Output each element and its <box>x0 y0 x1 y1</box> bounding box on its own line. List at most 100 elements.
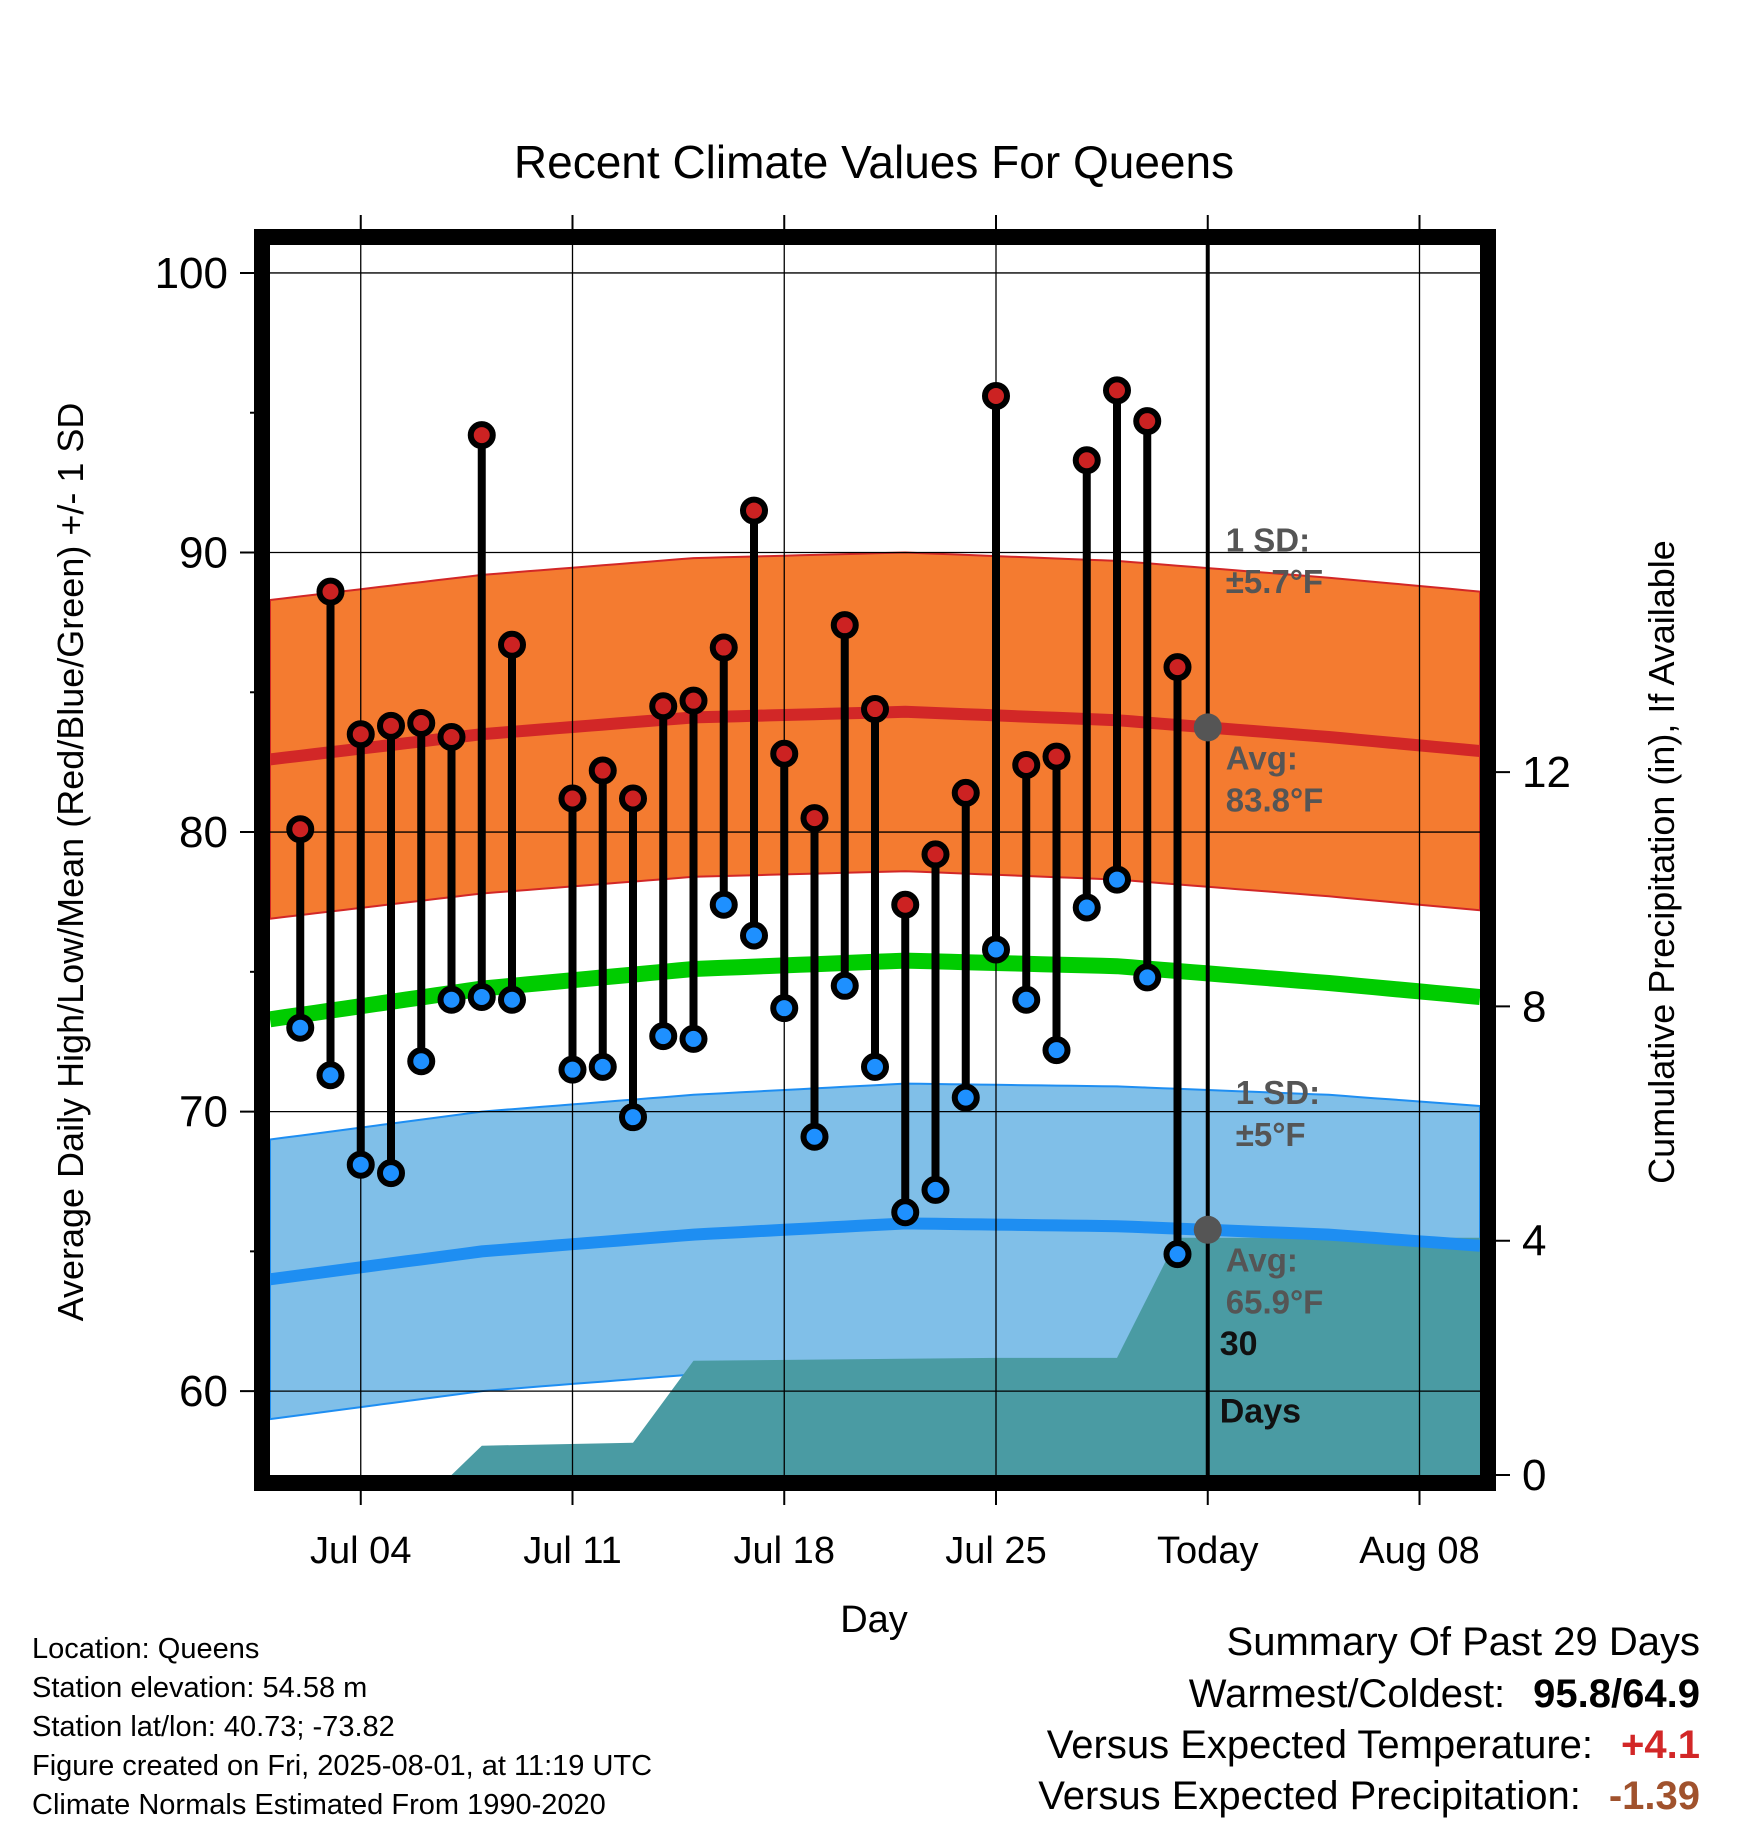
daily-high-point <box>770 739 799 768</box>
daily-low-point <box>619 1103 647 1132</box>
y-tick-label: 90 <box>179 529 228 578</box>
daily-high-point <box>709 633 738 662</box>
daily-low-point <box>982 935 1010 964</box>
daily-low-point <box>558 1055 587 1084</box>
daily-low-point <box>921 1175 950 1204</box>
daily-high-point <box>740 496 768 525</box>
normals-text: Climate Normals Estimated From 1990-2020 <box>32 1789 606 1821</box>
y2-tick-label: 8 <box>1522 982 1546 1031</box>
summary-temp: Versus Expected Temperature: +4.1 <box>1047 1723 1700 1768</box>
low-sd-value: ±5°F <box>1236 1116 1306 1153</box>
precip-days-label: Days <box>1220 1393 1301 1431</box>
high-sd-value: ±5.7°F <box>1226 563 1323 600</box>
warm-cold-value: 95.8/64.9 <box>1533 1672 1700 1716</box>
daily-low-point <box>467 982 496 1011</box>
daily-high-point <box>407 709 436 738</box>
daily-low-point <box>588 1052 617 1081</box>
elevation-text: Station elevation: 54.58 m <box>32 1672 368 1704</box>
x-tick-label: Aug 08 <box>1359 1530 1479 1572</box>
daily-high-point <box>1072 446 1101 475</box>
y-tick-label: 70 <box>179 1088 228 1137</box>
daily-low-point <box>1163 1240 1192 1269</box>
daily-low-point <box>1012 985 1041 1014</box>
daily-low-point <box>346 1150 375 1179</box>
today-avg-high-point <box>1193 713 1222 742</box>
created-text: Figure created on Fri, 2025-08-01, at 11… <box>32 1750 653 1782</box>
daily-low-point <box>1042 1036 1071 1065</box>
low-avg-value: 65.9°F <box>1226 1284 1324 1321</box>
summary-title: Summary Of Past 29 Days <box>1226 1620 1700 1664</box>
y2-tick-label: 12 <box>1522 748 1571 797</box>
daily-high-point <box>861 695 889 724</box>
daily-low-point <box>1103 865 1131 894</box>
avg-low-line <box>270 1217 1480 1286</box>
warm-cold-label: Warmest/Coldest: <box>1188 1672 1506 1716</box>
daily-high-point <box>921 840 950 869</box>
daily-high-point <box>1042 742 1071 771</box>
daily-high-point <box>286 815 315 844</box>
axes: 60 70 80 90 100 0 4 8 12 Jul 04 Jul 11 Jul 18 Jul 25… <box>155 215 1571 1572</box>
location-text: Location: Queens <box>32 1633 260 1665</box>
x-tick-label: Jul 25 <box>945 1530 1046 1572</box>
x-tick-label: Jul 11 <box>523 1530 622 1572</box>
y-tick-label: 80 <box>179 808 228 857</box>
daily-low-point <box>951 1083 980 1112</box>
daily-low-point <box>649 1022 678 1051</box>
daily-high-point <box>437 723 466 751</box>
latlon-text: Station lat/lon: 40.73; -73.82 <box>32 1711 395 1743</box>
daily-high-point <box>679 686 708 715</box>
daily-high-point <box>830 611 859 640</box>
daily-low-point <box>861 1052 889 1081</box>
daily-high-point <box>619 784 647 813</box>
plot-content: 1 SD: ±5.7°F Avg: 83.8°F 1 SD: ±5°F Avg: 65.9°F… <box>270 245 1480 1475</box>
daily-low-point <box>498 985 526 1014</box>
temp-value: +4.1 <box>1621 1723 1700 1767</box>
temp-label: Versus Expected Temperature: <box>1046 1723 1594 1767</box>
daily-low-point <box>709 890 738 919</box>
daily-high-point <box>649 692 678 721</box>
daily-high-point <box>498 630 526 659</box>
y-axis-label-right: Cumulative Precipitation (in), If Availa… <box>1641 540 1682 1184</box>
today-avg-low-point <box>1193 1215 1222 1244</box>
daily-high-point <box>346 720 375 749</box>
daily-high-point <box>1133 407 1162 436</box>
daily-low-point <box>800 1122 829 1151</box>
daily-high-point <box>1012 750 1041 779</box>
y2-tick-label: 0 <box>1522 1451 1546 1500</box>
low-avg-label: Avg: <box>1226 1242 1298 1279</box>
precip-label: Versus Expected Precipitation: <box>1038 1774 1581 1818</box>
low-sd-label: 1 SD: <box>1236 1074 1320 1111</box>
daily-high-point <box>467 421 496 450</box>
y-tick-label: 60 <box>179 1367 228 1416</box>
daily-low-point <box>437 985 466 1014</box>
daily-high-point <box>1163 653 1192 682</box>
daily-low-point <box>679 1024 708 1053</box>
x-tick-label: Jul 04 <box>310 1530 411 1572</box>
y-axis-label-left: Average Daily High/Low/Mean (Red/Blue/Gr… <box>50 403 91 1322</box>
x-tick-label: Jul 18 <box>734 1530 835 1572</box>
y-tick-label: 100 <box>155 249 228 298</box>
plot-frame <box>254 229 1496 1491</box>
daily-high-point <box>1103 376 1131 405</box>
daily-low-point <box>286 1013 315 1042</box>
daily-low-point <box>891 1198 920 1227</box>
daily-low-point <box>1133 963 1162 992</box>
high-sd-label: 1 SD: <box>1226 521 1310 558</box>
daily-low-point <box>1072 893 1101 922</box>
daily-high-point <box>951 778 980 807</box>
daily-high-point <box>588 756 617 785</box>
daily-low-point <box>316 1061 345 1090</box>
plot-area: 1 SD: ±5.7°F Avg: 83.8°F 1 SD: ±5°F Avg: 65.9°F… <box>270 245 1480 1475</box>
daily-low-point <box>770 994 799 1023</box>
high-avg-value: 83.8°F <box>1226 781 1324 818</box>
daily-low-point <box>740 921 768 950</box>
x-axis-label: Day <box>840 1599 908 1641</box>
daily-high-point <box>377 711 405 740</box>
daily-low-point <box>377 1159 405 1188</box>
daily-high-point <box>982 381 1010 410</box>
x-tick-label: Today <box>1157 1530 1258 1572</box>
precip-area <box>270 1237 1480 1475</box>
precip-days-number: 30 <box>1220 1325 1258 1363</box>
daily-low-point <box>407 1047 436 1076</box>
